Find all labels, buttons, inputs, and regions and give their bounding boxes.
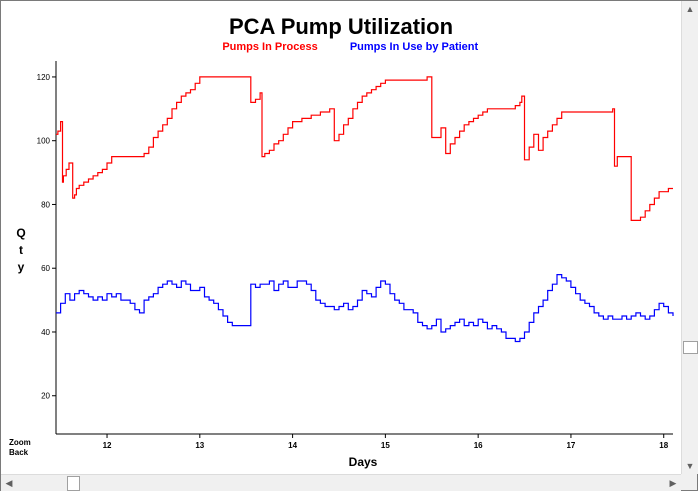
y-axis-label: Qty — [16, 226, 25, 274]
y-tick-label: 100 — [37, 137, 51, 146]
zoom-back-label-line1: Zoom — [9, 438, 31, 447]
y-axis-label-letter: Q — [16, 226, 25, 240]
x-tick-label: 17 — [566, 441, 575, 450]
x-tick-label: 15 — [381, 441, 390, 450]
horizontal-scroll-thumb[interactable] — [67, 476, 80, 491]
y-axis-label-letter: y — [18, 260, 25, 274]
scrollbar-corner — [681, 474, 697, 490]
plot-lines — [56, 76, 674, 343]
scroll-up-arrow-icon[interactable]: ▲ — [685, 4, 695, 14]
chart-title: PCA Pump Utilization — [229, 14, 453, 39]
x-tick-label: 12 — [103, 441, 112, 450]
y-tick-label: 80 — [41, 200, 50, 209]
scroll-down-arrow-icon[interactable]: ▼ — [685, 461, 695, 471]
scroll-left-arrow-icon[interactable]: ◀ — [5, 478, 13, 488]
chart-canvas: PCA Pump Utilization Pumps In Process Pu… — [16, 14, 674, 469]
y-axis-label-letter: t — [19, 243, 23, 257]
zoom-back-button[interactable]: Zoom Back — [9, 438, 61, 458]
y-tick-label: 60 — [41, 264, 50, 273]
y-tick-label: 20 — [41, 392, 50, 401]
scroll-right-arrow-icon[interactable]: ▶ — [669, 478, 677, 488]
vertical-scrollbar[interactable]: ▲ ▼ — [681, 1, 698, 474]
legend-entry-pumps-in-use-by-patient: Pumps In Use by Patient — [350, 41, 479, 53]
zoom-back-label-line2: Back — [9, 448, 29, 457]
horizontal-scrollbar[interactable]: ◀ ▶ — [1, 474, 681, 491]
x-tick-label: 16 — [474, 441, 483, 450]
legend-entry-pumps-in-process: Pumps In Process — [222, 41, 317, 53]
x-tick-label: 13 — [195, 441, 204, 450]
x-tick-label: 14 — [288, 441, 297, 450]
x-axis-label: Days — [349, 455, 378, 469]
y-tick-label: 40 — [41, 328, 50, 337]
x-ticks: 12 13 14 15 16 17 18 — [103, 434, 669, 450]
x-tick-label: 18 — [659, 441, 668, 450]
y-ticks: 20 40 60 80 100 120 — [37, 73, 56, 401]
series-line-pumps-in-process — [56, 76, 673, 221]
y-tick-label: 120 — [37, 73, 51, 82]
vertical-scroll-thumb[interactable] — [683, 341, 698, 354]
series-line-pumps-in-use-by-patient — [56, 274, 674, 343]
